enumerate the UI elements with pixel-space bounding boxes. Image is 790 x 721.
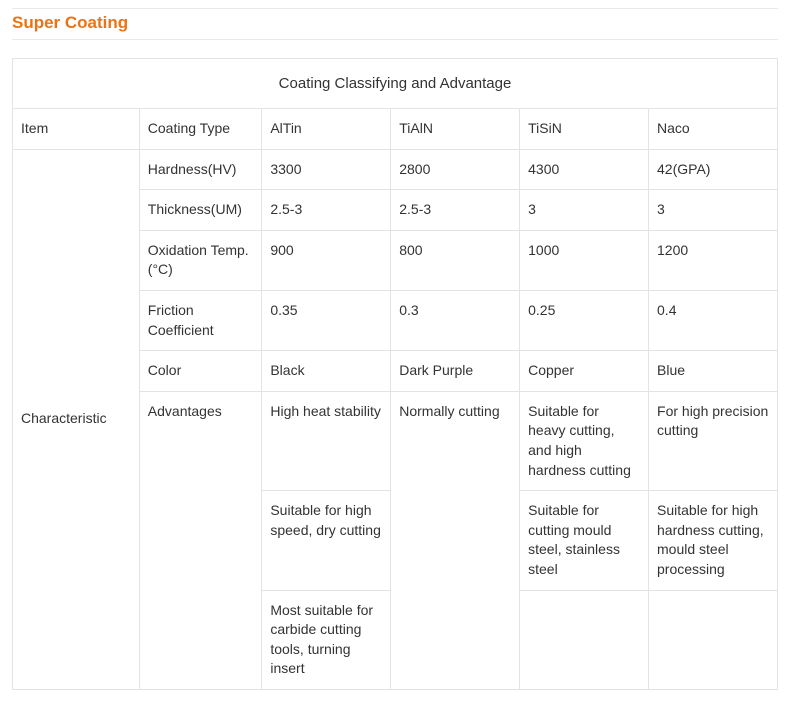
value-cell: 2.5-3	[391, 190, 520, 231]
value-cell: 0.4	[649, 290, 778, 350]
value-cell: 900	[262, 230, 391, 290]
value-cell: 800	[391, 230, 520, 290]
value-cell	[649, 590, 778, 689]
coating-type-cell: Color	[139, 351, 262, 392]
header-coating-3: TiSiN	[520, 109, 649, 150]
value-cell: High heat stability	[262, 391, 391, 490]
coating-type-cell: Friction Coefficient	[139, 290, 262, 350]
header-coating-1: AlTin	[262, 109, 391, 150]
value-cell	[520, 590, 649, 689]
table-caption: Coating Classifying and Advantage	[13, 59, 778, 109]
value-cell: 1200	[649, 230, 778, 290]
value-cell: 2800	[391, 149, 520, 190]
value-cell: 0.35	[262, 290, 391, 350]
header-coating-type: Coating Type	[139, 109, 262, 150]
row-label-characteristic: Characteristic	[13, 149, 140, 689]
table-row: Characteristic Hardness(HV) 3300 2800 43…	[13, 149, 778, 190]
coating-type-cell: Advantages	[139, 391, 262, 689]
value-cell: 3	[649, 190, 778, 231]
value-cell: 3	[520, 190, 649, 231]
value-cell: 3300	[262, 149, 391, 190]
header-coating-2: TiAlN	[391, 109, 520, 150]
table-header-row: Item Coating Type AlTin TiAlN TiSiN Naco	[13, 109, 778, 150]
value-cell: Black	[262, 351, 391, 392]
table-caption-row: Coating Classifying and Advantage	[13, 59, 778, 109]
section-heading: Super Coating	[12, 13, 128, 32]
value-cell: Blue	[649, 351, 778, 392]
value-cell: Suitable for high speed, dry cutting	[262, 491, 391, 590]
value-cell: Normally cutting	[391, 391, 520, 689]
value-cell: Suitable for high hardness cutting, moul…	[649, 491, 778, 590]
section-heading-wrap: Super Coating	[12, 8, 778, 40]
value-cell: 0.3	[391, 290, 520, 350]
value-cell: Most suitable for carbide cutting tools,…	[262, 590, 391, 689]
value-cell: 42(GPA)	[649, 149, 778, 190]
coating-type-cell: Hardness(HV)	[139, 149, 262, 190]
header-item: Item	[13, 109, 140, 150]
value-cell: 0.25	[520, 290, 649, 350]
coating-type-cell: Thickness(UM)	[139, 190, 262, 231]
coating-type-cell: Oxidation Temp.(°C)	[139, 230, 262, 290]
header-coating-4: Naco	[649, 109, 778, 150]
value-cell: Copper	[520, 351, 649, 392]
value-cell: Suitable for cutting mould steel, stainl…	[520, 491, 649, 590]
value-cell: Suitable for heavy cutting, and high har…	[520, 391, 649, 490]
value-cell: 2.5-3	[262, 190, 391, 231]
value-cell: Dark Purple	[391, 351, 520, 392]
value-cell: 4300	[520, 149, 649, 190]
value-cell: For high precision cutting	[649, 391, 778, 490]
coating-table: Coating Classifying and Advantage Item C…	[12, 58, 778, 690]
value-cell: 1000	[520, 230, 649, 290]
